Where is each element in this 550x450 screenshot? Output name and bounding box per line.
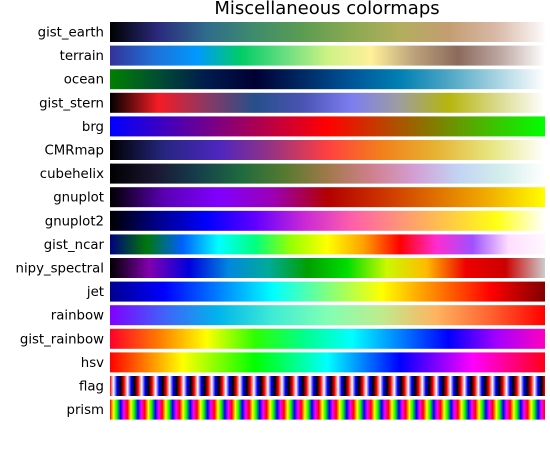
colormap-label: CMRmap: [44, 144, 104, 159]
colormap-bar: [110, 328, 545, 349]
colormap-bar: [110, 305, 545, 326]
colormap-row-rainbow: rainbow: [51, 305, 545, 326]
colormap-label: prism: [67, 403, 104, 418]
colormap-label: gist_ncar: [44, 238, 105, 253]
colormap-label: ocean: [64, 73, 104, 88]
colormap-bar: [110, 69, 545, 90]
colormap-bar: [110, 376, 545, 396]
colormap-row-gist-rainbow: gist_rainbow: [20, 328, 545, 349]
colormap-label: cubehelix: [40, 167, 104, 182]
colormap-bar: [110, 399, 545, 420]
colormap-bar: [110, 281, 545, 302]
colormap-label: nipy_spectral: [16, 262, 104, 277]
colormap-row-gist-stern: gist_stern: [39, 92, 545, 113]
colormap-row-nipy-spectral: nipy_spectral: [16, 258, 545, 278]
colormap-bar: [110, 187, 545, 208]
colormap-row-ocean: ocean: [64, 69, 545, 90]
colormap-bar: [110, 234, 545, 255]
colormap-label: rainbow: [51, 309, 104, 324]
colormap-label: brg: [82, 120, 104, 135]
colormap-row-terrain: terrain: [60, 45, 545, 66]
colormap-label: hsv: [81, 356, 104, 371]
colormap-bar: [110, 258, 545, 278]
colormap-label: gnuplot2: [45, 214, 104, 229]
colormap-label: gist_earth: [38, 26, 104, 41]
colormap-bar: [110, 22, 545, 42]
colormap-row-gist-earth: gist_earth: [38, 22, 545, 42]
colormap-bar: [110, 163, 545, 184]
colormap-row-flag: flag: [79, 376, 545, 396]
colormap-row-cmrmap: CMRmap: [44, 140, 545, 160]
colormap-label: jet: [86, 285, 104, 300]
colormap-row-hsv: hsv: [81, 352, 545, 373]
chart-title: Miscellaneous colormaps: [214, 0, 439, 19]
colormap-bar: [110, 140, 545, 160]
colormap-row-brg: brg: [82, 116, 545, 137]
colormap-label: flag: [79, 380, 104, 395]
colormap-bar: [110, 210, 545, 231]
colormap-bar: [110, 92, 545, 113]
colormap-bar: [110, 352, 545, 373]
colormap-label: terrain: [60, 49, 104, 64]
colormap-row-cubehelix: cubehelix: [40, 163, 545, 184]
colormap-bar: [110, 116, 545, 137]
colormap-row-gnuplot: gnuplot: [53, 187, 545, 208]
colormap-label: gist_stern: [39, 96, 104, 111]
colormap-row-prism: prism: [67, 399, 545, 420]
colormap-row-jet: jet: [86, 281, 545, 302]
colormap-bar: [110, 45, 545, 66]
colormap-label: gist_rainbow: [20, 332, 104, 347]
colormap-row-gnuplot2: gnuplot2: [45, 210, 545, 231]
colormap-label: gnuplot: [53, 191, 104, 206]
colormap-row-gist-ncar: gist_ncar: [44, 234, 545, 255]
